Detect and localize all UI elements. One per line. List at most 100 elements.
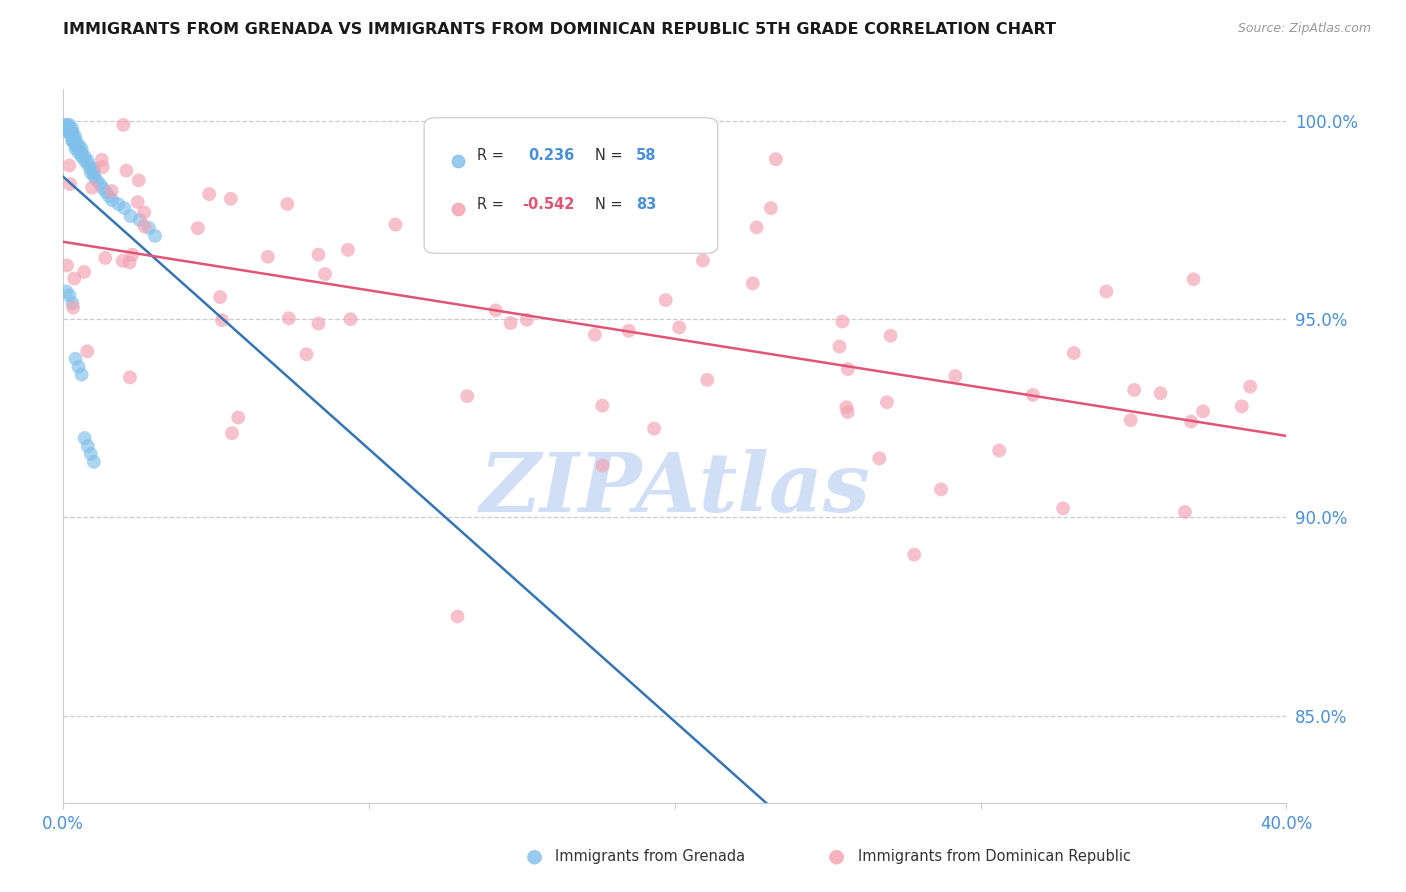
- Point: [221, 426, 243, 441]
- Point: [138, 221, 160, 235]
- Point: [91, 160, 114, 174]
- Point: [876, 395, 898, 409]
- Point: [70, 145, 93, 160]
- Point: [1180, 415, 1202, 429]
- Point: [741, 277, 763, 291]
- Point: [82, 180, 104, 194]
- Point: [591, 399, 613, 413]
- Point: [837, 405, 859, 419]
- Point: [62, 121, 84, 136]
- Point: [76, 344, 98, 359]
- Point: [62, 134, 84, 148]
- Point: [67, 142, 90, 156]
- Point: [67, 145, 90, 160]
- Text: ●: ●: [828, 847, 845, 866]
- Text: ZIPAtlas: ZIPAtlas: [479, 449, 870, 529]
- Point: [58, 118, 80, 132]
- Point: [118, 255, 141, 269]
- Point: [118, 370, 141, 384]
- Point: [307, 317, 329, 331]
- Point: [58, 159, 80, 173]
- Point: [1230, 400, 1253, 414]
- Point: [70, 150, 93, 164]
- Point: [58, 288, 80, 302]
- Point: [112, 118, 135, 132]
- Point: [143, 228, 166, 243]
- Point: [86, 173, 108, 187]
- Point: [62, 296, 84, 310]
- Point: [211, 313, 233, 327]
- Point: [134, 205, 156, 219]
- Point: [384, 218, 406, 232]
- Point: [83, 455, 105, 469]
- Point: [56, 259, 79, 273]
- Text: 83: 83: [636, 197, 657, 212]
- Point: [91, 181, 114, 195]
- Point: [745, 220, 768, 235]
- Point: [114, 201, 135, 215]
- Point: [80, 161, 103, 176]
- Point: [929, 483, 952, 497]
- Point: [94, 251, 117, 265]
- Point: [765, 152, 787, 166]
- Point: [1052, 501, 1074, 516]
- Point: [62, 126, 84, 140]
- Point: [76, 439, 98, 453]
- Point: [65, 351, 87, 366]
- Point: [831, 315, 853, 329]
- Point: [477, 214, 499, 228]
- Point: [65, 129, 87, 144]
- Point: [1174, 505, 1197, 519]
- Point: [446, 609, 468, 624]
- Point: [256, 250, 278, 264]
- Point: [73, 265, 96, 279]
- Point: [277, 311, 299, 326]
- Point: [134, 219, 156, 234]
- Point: [654, 293, 676, 307]
- Point: [55, 118, 77, 132]
- Text: N =: N =: [595, 148, 623, 163]
- Point: [58, 126, 80, 140]
- Point: [76, 153, 98, 168]
- Point: [121, 248, 143, 262]
- Point: [668, 320, 690, 334]
- Point: [100, 184, 122, 198]
- Point: [692, 253, 714, 268]
- Point: [336, 243, 359, 257]
- Point: [101, 193, 124, 207]
- Point: [759, 201, 782, 215]
- FancyBboxPatch shape: [425, 118, 717, 253]
- Point: [499, 316, 522, 330]
- Point: [62, 134, 84, 148]
- Point: [295, 347, 318, 361]
- Point: [80, 165, 103, 179]
- Text: 58: 58: [636, 148, 657, 163]
- Point: [1182, 272, 1205, 286]
- Point: [73, 150, 96, 164]
- Point: [107, 197, 129, 211]
- Point: [58, 121, 80, 136]
- Point: [1095, 285, 1118, 299]
- Point: [62, 301, 84, 315]
- Point: [314, 267, 336, 281]
- Point: [73, 431, 96, 445]
- Text: Immigrants from Grenada: Immigrants from Grenada: [555, 849, 745, 863]
- Point: [98, 189, 121, 203]
- Point: [58, 121, 80, 136]
- Point: [58, 126, 80, 140]
- Point: [1063, 346, 1085, 360]
- Point: [988, 443, 1011, 458]
- Point: [583, 327, 606, 342]
- Point: [1149, 386, 1171, 401]
- Point: [339, 312, 361, 326]
- Point: [111, 253, 134, 268]
- Point: [308, 247, 330, 261]
- Point: [127, 195, 149, 210]
- Point: [83, 165, 105, 179]
- Point: [62, 126, 84, 140]
- Point: [219, 192, 242, 206]
- Text: 0.236: 0.236: [529, 148, 574, 163]
- Point: [226, 410, 249, 425]
- Text: Immigrants from Dominican Republic: Immigrants from Dominican Republic: [858, 849, 1130, 863]
- Point: [76, 157, 98, 171]
